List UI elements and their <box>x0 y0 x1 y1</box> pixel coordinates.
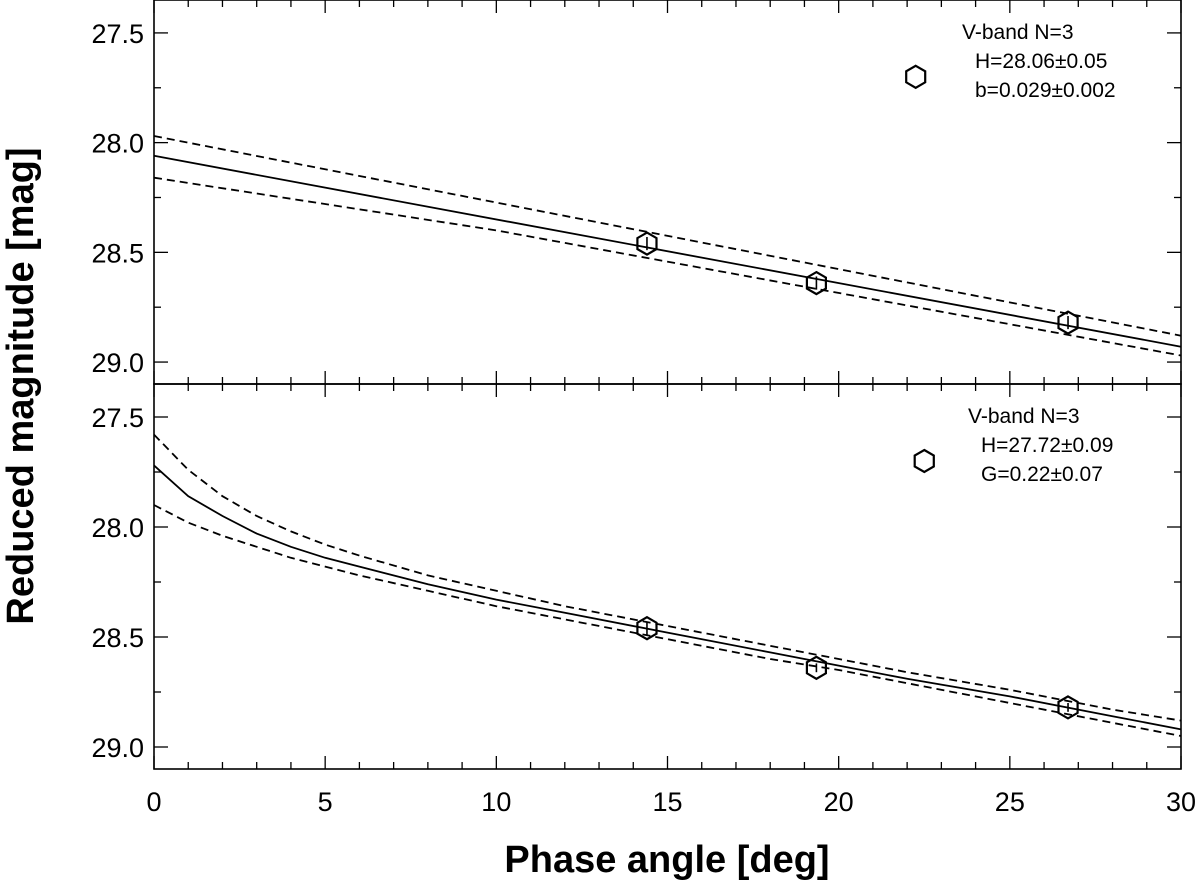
panel-2-curve-fit <box>153 464 1182 731</box>
panel-1-legend-title: V-band N=3 <box>962 21 1074 44</box>
x-tick-label: 20 <box>824 787 854 817</box>
panel-2-data-point <box>636 615 658 641</box>
panel-1-data-point <box>636 231 658 256</box>
x-tick-label: 10 <box>481 787 511 817</box>
panel-2-legend-line-2: G=0.22±0.07 <box>981 463 1103 486</box>
panel-2-data-point <box>805 655 828 681</box>
panel-1-y-tick-label: 28.5 <box>91 238 144 268</box>
panel-1-data-point <box>1057 310 1079 335</box>
panel-2-y-tick-label: 28.5 <box>91 623 144 653</box>
panel-1-curve-lower <box>153 176 1182 357</box>
x-tick-label: 25 <box>995 787 1025 817</box>
panel-2-y-tick-label: 27.5 <box>91 403 144 433</box>
x-axis-label: Phase angle [deg] <box>504 839 829 881</box>
plot-layer: 27.5 28.0 28.5 29.0 V-band N=3 H=28.06±0.05 b=… <box>91 0 1196 817</box>
panel-2-curve-upper <box>153 433 1182 722</box>
panel-1-y-tick-label: 27.5 <box>91 19 144 49</box>
panel-1-legend-line-1: H=28.06±0.05 <box>975 50 1107 73</box>
panel-1-y-tick-label: 28.0 <box>91 129 144 159</box>
panel-2-legend-title: V-band N=3 <box>968 405 1080 428</box>
x-tick-label: 0 <box>146 787 161 817</box>
panel-2-y-tick-label: 29.0 <box>91 733 144 763</box>
panel-2-y-tick-label: 28.0 <box>91 513 144 543</box>
x-tick-label: 15 <box>652 787 682 817</box>
panel-1-legend-line-2: b=0.029±0.002 <box>975 79 1116 102</box>
x-tick-label: 30 <box>1166 787 1196 817</box>
panel-1-data-point <box>805 270 828 296</box>
y-axis-label: Reduced magnitude [mag] <box>0 147 42 624</box>
panel-1-y-tick-label: 29.0 <box>91 348 144 378</box>
panel-1-curve-fit <box>153 154 1182 348</box>
panel-2-legend-marker <box>913 448 935 474</box>
x-tick-label: 5 <box>318 787 333 817</box>
panel-2-data-point <box>1057 695 1079 720</box>
panel-2-curve-lower <box>153 504 1182 737</box>
panel-1-curve-upper <box>153 135 1182 337</box>
panel-2-legend-line-1: H=27.72±0.09 <box>981 434 1113 457</box>
panel-1-legend-marker <box>905 64 927 90</box>
